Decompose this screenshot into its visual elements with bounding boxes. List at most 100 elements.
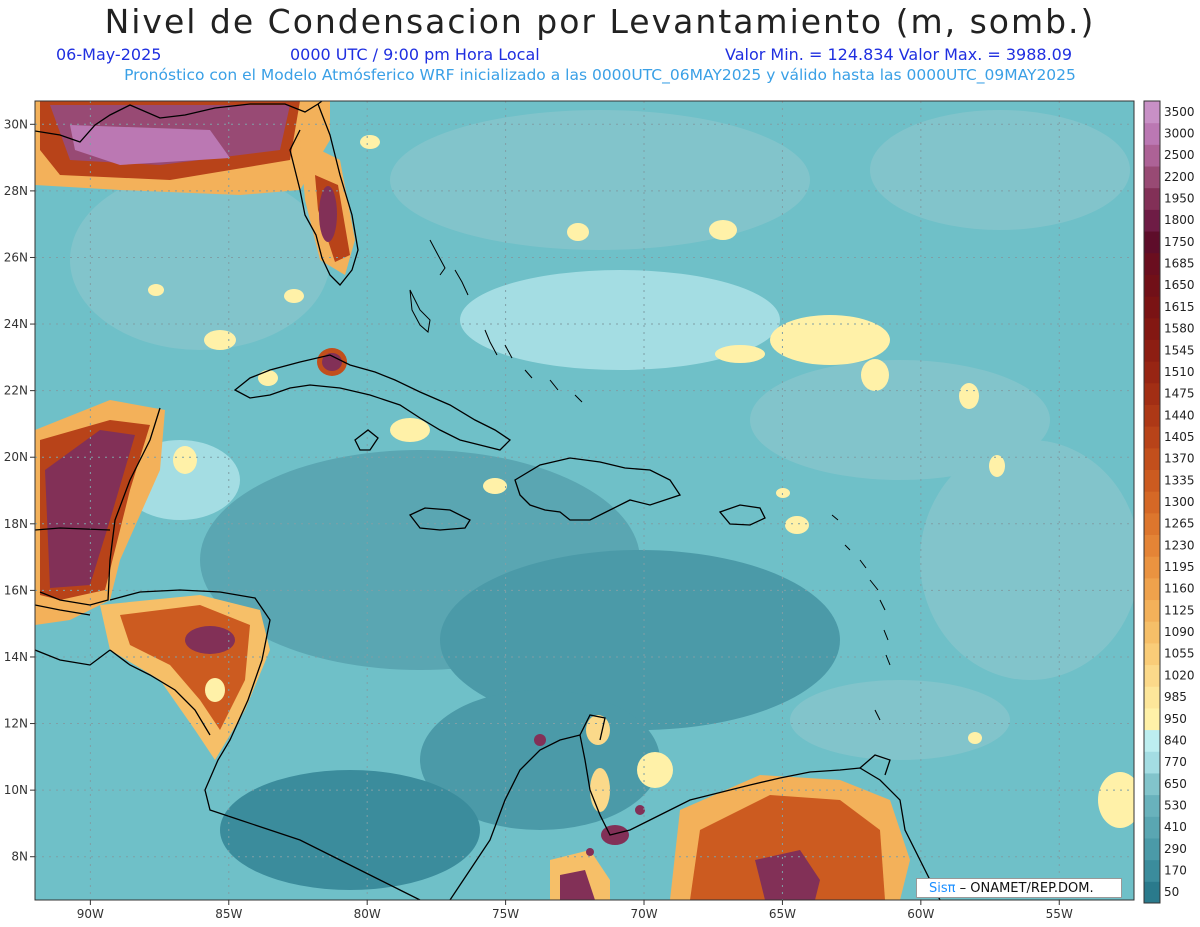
colorbar-swatch: [1144, 252, 1160, 275]
lon-tick-label: 85W: [215, 907, 242, 921]
colorbar-swatch: [1144, 599, 1160, 622]
lat-tick-label: 20N: [4, 450, 28, 464]
colorbar-swatch: [1144, 339, 1160, 362]
colorbar-swatch: [1144, 512, 1160, 536]
colorbar-swatch: [1144, 859, 1160, 882]
colorbar-swatch: [1144, 837, 1160, 861]
colorbar-swatch: [1144, 729, 1160, 752]
colorbar-swatch: [1144, 751, 1160, 774]
colorbar-frame: [1143, 100, 1161, 904]
colorbar-label: 2500: [1164, 148, 1195, 162]
colorbar-label: 530: [1164, 798, 1187, 812]
lon-tick-label: 55W: [1046, 907, 1073, 921]
colorbar-label: 1370: [1164, 452, 1195, 466]
colorbar-label: 1160: [1164, 582, 1195, 596]
colorbar-swatch: [1144, 556, 1160, 579]
colorbar-label: 1440: [1164, 408, 1195, 422]
colorbar-swatch: [1144, 209, 1160, 232]
colorbar-swatch: [1144, 491, 1160, 514]
colorbar-swatch: [1144, 577, 1160, 601]
colorbar-swatch: [1144, 274, 1160, 297]
forecast-time: 0000 UTC / 9:00 pm Hora Local: [290, 45, 540, 64]
lat-tick-label: 8N: [11, 850, 28, 864]
colorbar-label: 840: [1164, 733, 1187, 747]
colorbar-label: 3000: [1164, 127, 1195, 141]
colorbar-swatch: [1144, 469, 1160, 492]
lat-lon-grid: [35, 101, 1134, 900]
colorbar-swatch: [1144, 187, 1160, 210]
colorbar-swatch: [1144, 447, 1160, 470]
colorbar-swatch: [1144, 642, 1160, 666]
colorbar-label: 1950: [1164, 192, 1195, 206]
colorbar-swatch: [1144, 707, 1160, 731]
lon-tick-label: 65W: [769, 907, 796, 921]
lon-tick-label: 60W: [907, 907, 934, 921]
colorbar-swatch: [1144, 144, 1160, 167]
colorbar-label: 1615: [1164, 300, 1195, 314]
forecast-date: 06-May-2025: [56, 45, 162, 64]
colorbar-label: 1090: [1164, 625, 1195, 639]
longitude-labels: 90W 85W 80W 75W 70W 65W 60W 55W: [77, 900, 1073, 921]
colorbar-swatch: [1144, 404, 1160, 427]
colorbar-label: 1300: [1164, 495, 1195, 509]
colorbar-swatch: [1144, 816, 1160, 839]
colorbar-swatch: [1144, 361, 1160, 384]
lat-tick-label: 16N: [4, 583, 28, 597]
min-max-values: Valor Min. = 124.834 Valor Max. = 3988.0…: [725, 45, 1073, 64]
colorbar-label: 1685: [1164, 257, 1195, 271]
colorbar-label: 290: [1164, 842, 1187, 856]
colorbar-swatch: [1144, 881, 1160, 904]
lon-tick-label: 70W: [630, 907, 657, 921]
lat-tick-label: 10N: [4, 783, 28, 797]
colorbar-label: 1335: [1164, 473, 1195, 487]
lon-tick-label: 90W: [77, 907, 104, 921]
lat-tick-label: 30N: [4, 117, 28, 131]
colorbar-label: 950: [1164, 712, 1187, 726]
colorbar-swatch: [1144, 122, 1160, 145]
colorbar-label: 170: [1164, 863, 1187, 877]
colorbar-label: 1125: [1164, 603, 1195, 617]
lat-tick-label: 14N: [4, 650, 28, 664]
colorbar-swatch: [1144, 664, 1160, 687]
colorbar-swatch: [1144, 296, 1160, 319]
colorbar-label: 1510: [1164, 365, 1195, 379]
colorbar-label: 410: [1164, 820, 1187, 834]
model-subtitle: Pronóstico con el Modelo Atmósferico WRF…: [124, 66, 1076, 84]
colorbar-label: 1475: [1164, 387, 1195, 401]
page-title: Nivel de Condensacion por Levantamiento …: [104, 2, 1096, 41]
colorbar-label: 1800: [1164, 213, 1195, 227]
colorbar-label: 1230: [1164, 538, 1195, 552]
colorbar-label: 2200: [1164, 170, 1195, 184]
colorbar-label: 1055: [1164, 647, 1195, 661]
credit-badge: Sisπ – ONAMET/REP.DOM.: [916, 878, 1122, 898]
credit-org: – ONAMET/REP.DOM.: [959, 881, 1094, 896]
colorbar-label: 985: [1164, 690, 1187, 704]
colorbar-label: 1750: [1164, 235, 1195, 249]
lat-tick-label: 24N: [4, 317, 28, 331]
colorbar-swatch: [1144, 166, 1160, 189]
colorbar-swatch: [1144, 772, 1160, 796]
sispi-logo: Sisπ: [929, 881, 956, 896]
colorbar-label: 1580: [1164, 322, 1195, 336]
lat-tick-label: 12N: [4, 717, 28, 731]
lat-tick-label: 22N: [4, 384, 28, 398]
colorbar-swatch: [1144, 317, 1160, 340]
colorbar-label: 3500: [1164, 105, 1195, 119]
lcl-yellow-blobs: [148, 135, 1134, 828]
lat-tick-label: 18N: [4, 517, 28, 531]
colorbar-swatch: [1144, 231, 1160, 254]
colorbar: 50 170 290 410 530 650 770 840 950 985 1020 1055 109…: [1143, 100, 1195, 904]
lon-tick-label: 75W: [492, 907, 519, 921]
colorbar-label: 770: [1164, 755, 1187, 769]
colorbar-label: 1020: [1164, 668, 1195, 682]
lat-tick-label: 28N: [4, 184, 28, 198]
colorbar-label: 1405: [1164, 430, 1195, 444]
colorbar-label: 1545: [1164, 343, 1195, 357]
lon-tick-label: 80W: [354, 907, 381, 921]
island-coasts: [409, 239, 891, 721]
colorbar-swatch: [1144, 101, 1160, 124]
colorbar-swatch: [1144, 382, 1160, 405]
colorbar-label: 1265: [1164, 517, 1195, 531]
coastlines: [35, 101, 941, 900]
